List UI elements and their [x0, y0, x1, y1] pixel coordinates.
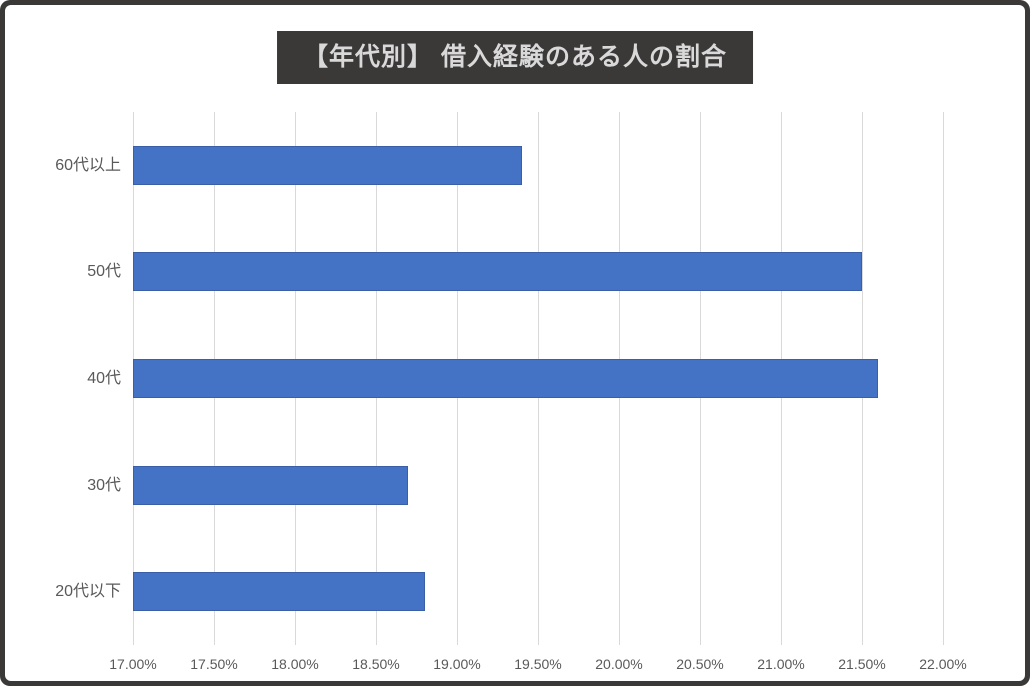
bar	[133, 252, 862, 291]
bar	[133, 359, 878, 398]
bar	[133, 146, 522, 185]
chart-canvas: 【年代別】 借入経験のある人の割合 17.00% 17.50% 18.00% 18.5…	[5, 5, 1025, 681]
x-tick-label: 17.50%	[190, 656, 238, 672]
category-label: 60代以上	[55, 157, 121, 174]
x-tick-label: 21.00%	[757, 656, 805, 672]
chart-title-banner: 【年代別】 借入経験のある人の割合	[277, 31, 753, 84]
x-tick-label: 19.00%	[433, 656, 481, 672]
gridline	[943, 112, 944, 645]
x-tick-label: 22.00%	[919, 656, 967, 672]
bar	[133, 466, 408, 505]
x-tick-label: 20.00%	[595, 656, 643, 672]
category-label: 50代	[87, 263, 121, 280]
category-label: 40代	[87, 370, 121, 387]
plot-area: 17.00% 17.50% 18.00% 18.50% 19.00% 19.50% 20.0…	[55, 112, 967, 672]
x-tick-label: 21.50%	[838, 656, 886, 672]
x-tick-label: 20.50%	[676, 656, 724, 672]
x-tick-label: 17.00%	[109, 656, 157, 672]
x-tick-label: 18.50%	[352, 656, 400, 672]
category-label: 20代以下	[55, 583, 121, 600]
chart-title: 【年代別】 借入経験のある人の割合	[303, 43, 727, 71]
bar	[133, 572, 425, 611]
x-tick-label: 19.50%	[514, 656, 562, 672]
x-tick-label: 18.00%	[271, 656, 319, 672]
category-label: 30代	[87, 477, 121, 494]
